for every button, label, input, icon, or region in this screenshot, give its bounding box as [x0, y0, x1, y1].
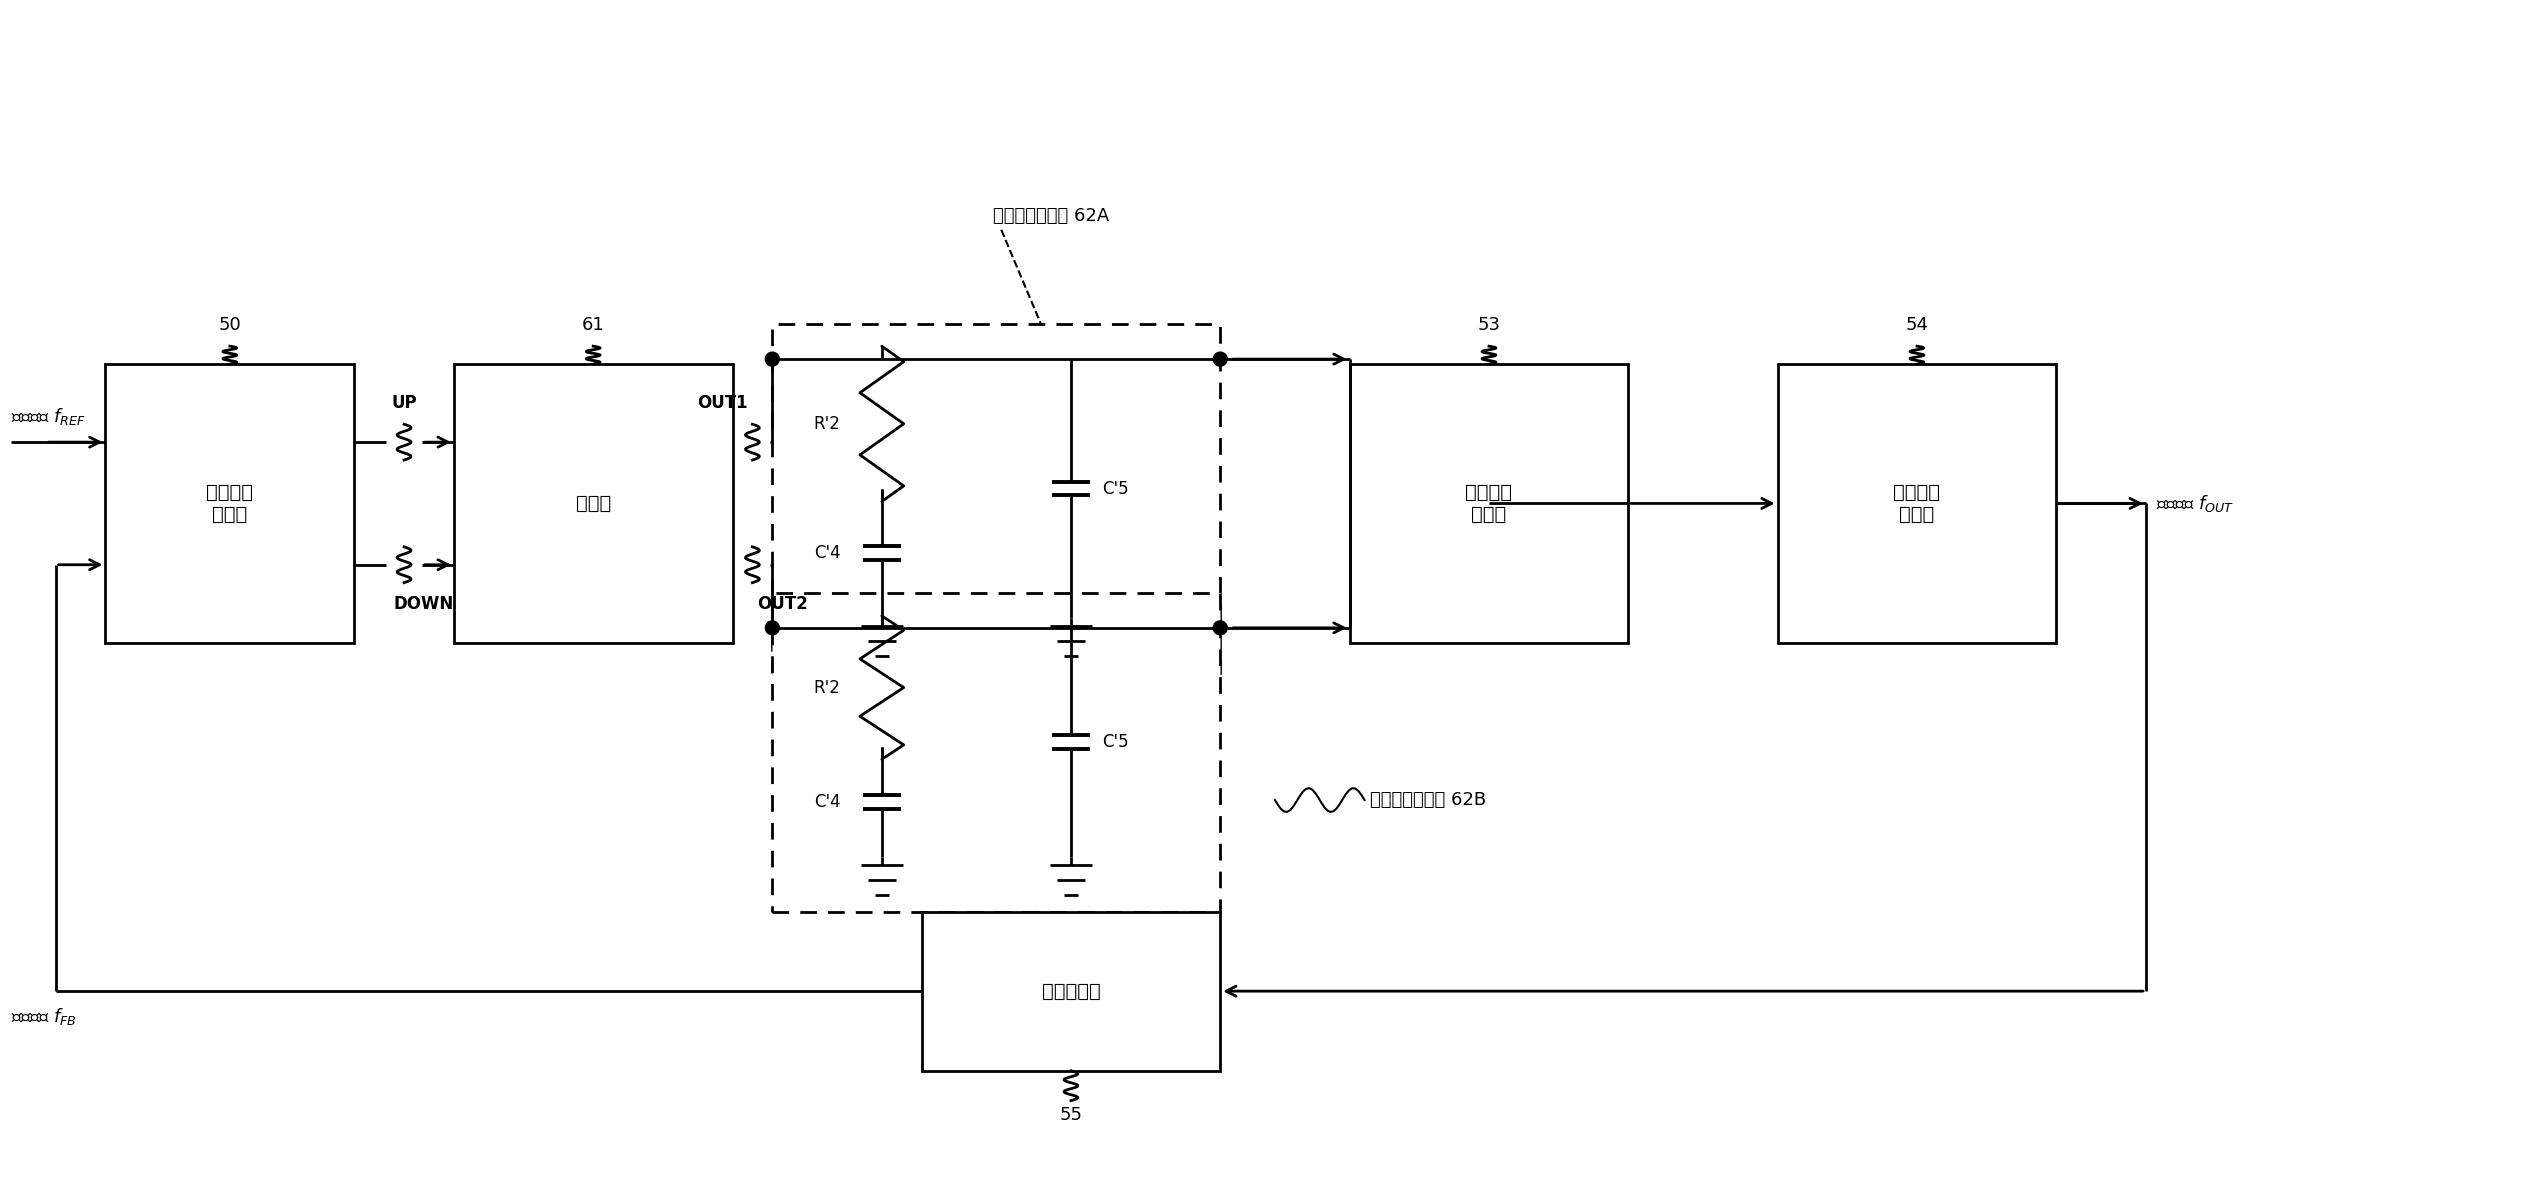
Bar	[454, 364, 733, 643]
Text: R'2: R'2	[814, 415, 840, 433]
Bar	[107, 364, 355, 643]
Text: 相位频率
比较器: 相位频率 比较器	[205, 483, 254, 524]
Text: 53: 53	[1477, 316, 1499, 334]
Text: 反馈信号 $f_{FB}$: 反馈信号 $f_{FB}$	[10, 1006, 76, 1027]
Text: 第一环路滤波器 62A: 第一环路滤波器 62A	[992, 206, 1109, 224]
Text: UP: UP	[391, 394, 416, 413]
Bar	[771, 324, 1220, 673]
Text: C'5: C'5	[1104, 734, 1129, 752]
Text: OUT2: OUT2	[759, 594, 809, 613]
Circle shape	[766, 620, 779, 635]
Bar	[921, 911, 1220, 1071]
Bar	[1778, 364, 2058, 643]
Text: 输出信号 $f_{OUT}$: 输出信号 $f_{OUT}$	[2156, 493, 2235, 514]
Circle shape	[1213, 620, 1228, 635]
Text: C'5: C'5	[1104, 480, 1129, 497]
Text: 55: 55	[1060, 1106, 1083, 1124]
Text: R'2: R'2	[814, 679, 840, 697]
Text: OUT1: OUT1	[698, 394, 748, 413]
Text: C'4: C'4	[814, 793, 840, 811]
Circle shape	[766, 352, 779, 366]
Text: 电荷泵: 电荷泵	[576, 494, 611, 513]
Text: 电压电流
转换器: 电压电流 转换器	[1466, 483, 1512, 524]
Text: 反馈分频器: 反馈分频器	[1043, 982, 1101, 1001]
Bar	[771, 593, 1220, 911]
Bar	[1350, 364, 1629, 643]
Text: 电流控制
振荡器: 电流控制 振荡器	[1893, 483, 1941, 524]
Text: 50: 50	[218, 316, 241, 334]
Text: 输入信号 $f_{REF}$: 输入信号 $f_{REF}$	[10, 406, 86, 427]
Text: 54: 54	[1905, 316, 1928, 334]
Text: C'4: C'4	[814, 544, 840, 562]
Text: DOWN: DOWN	[393, 594, 454, 613]
Text: 61: 61	[581, 316, 604, 334]
Text: 第二环路滤波器 62B: 第二环路滤波器 62B	[1370, 791, 1487, 809]
Circle shape	[1213, 352, 1228, 366]
